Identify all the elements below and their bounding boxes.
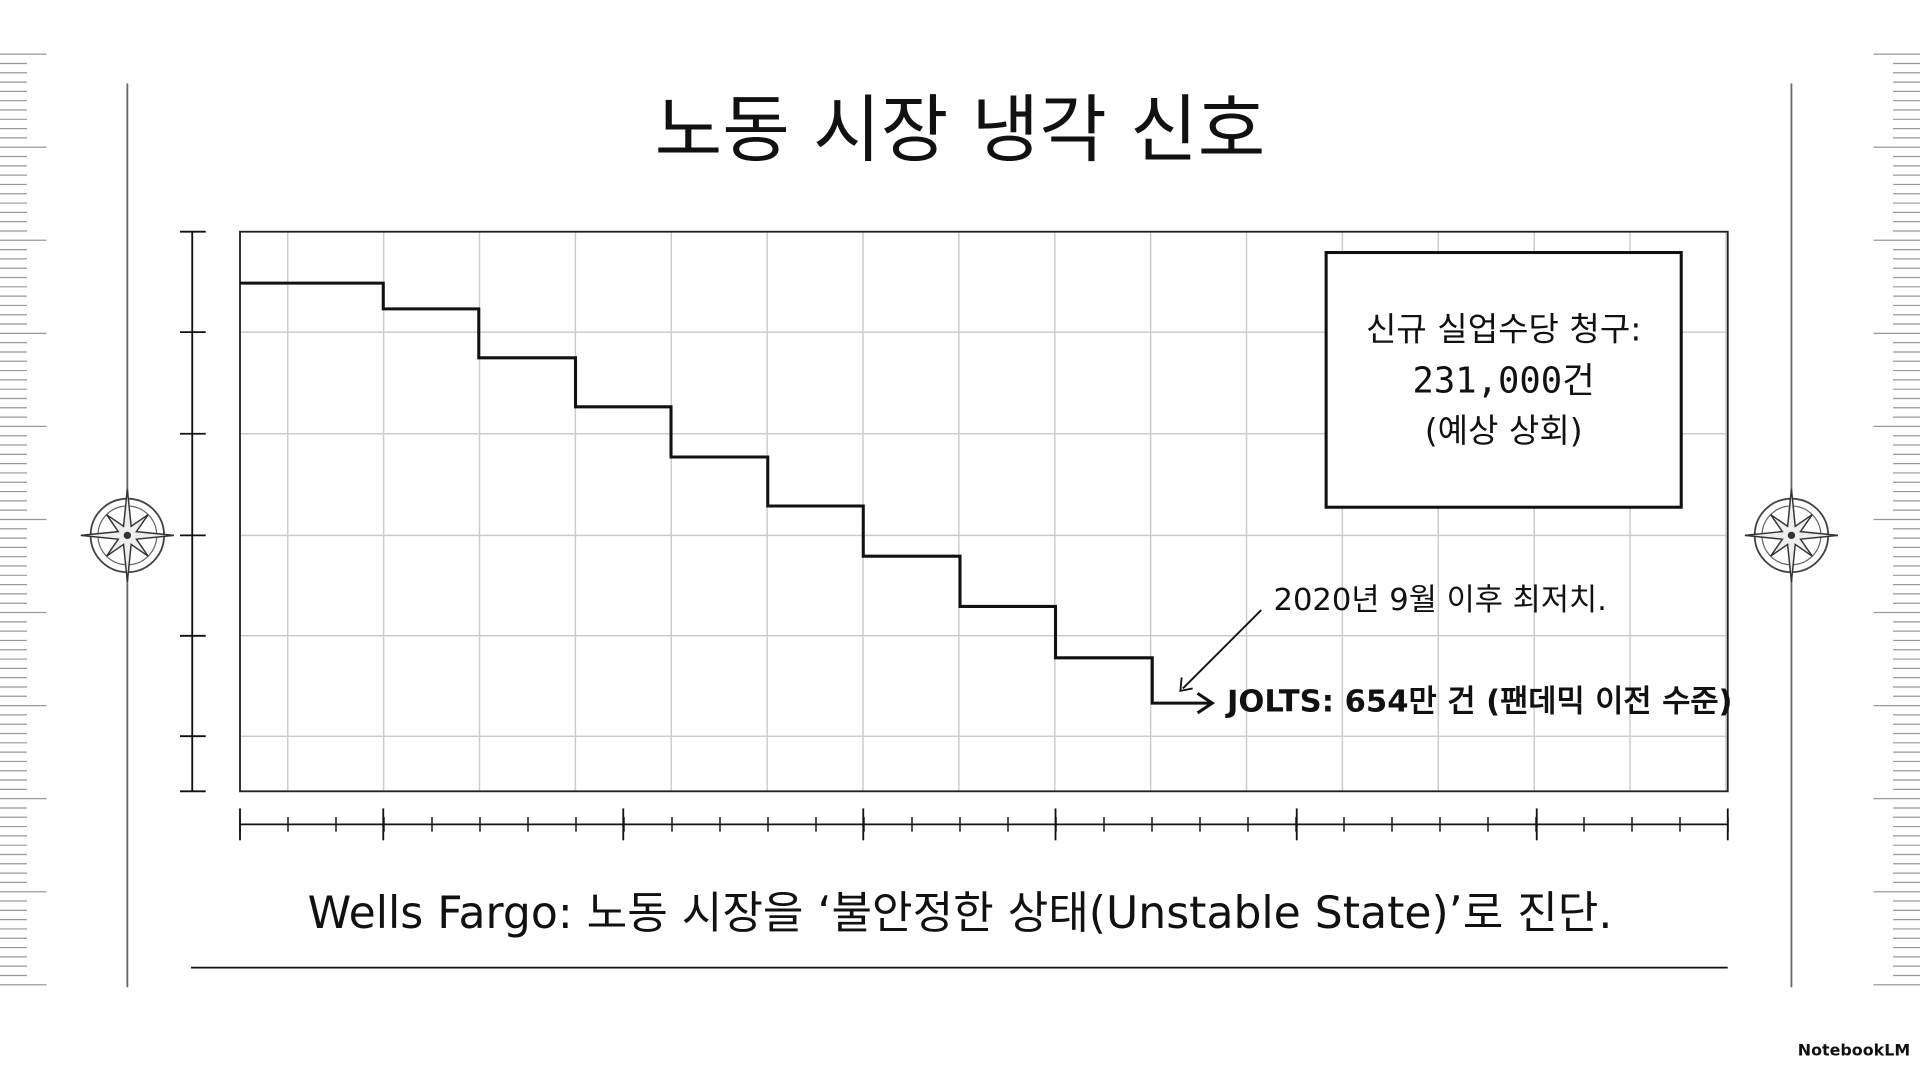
caption: Wells Fargo: 노동 시장을 ‘불안정한 상태(Unstable St… [308, 888, 1613, 939]
box-text: 신규 실업수당 청구: [1366, 309, 1641, 348]
info-box [1324, 251, 1683, 509]
box-text: (예상 상회) [1425, 411, 1583, 450]
plot-frame [239, 230, 1729, 793]
decoration [0, 53, 1920, 988]
step-line [240, 281, 1210, 705]
pointer-head [1179, 677, 1193, 693]
compass-center [1787, 531, 1796, 540]
annotation-note: 2020년 9월 이후 최저치. [1273, 583, 1606, 618]
arrow-head [1196, 692, 1216, 715]
compass-center [123, 531, 132, 540]
annotation-label: JOLTS: 654만 건 (팬데믹 이전 수준) [1225, 685, 1733, 720]
pointer-line [1182, 609, 1262, 690]
watermark: NotebookLM [1798, 1040, 1910, 1059]
box-value: 231,000건 [1413, 360, 1595, 401]
title: 노동 시장 냉각 신호 [655, 88, 1266, 173]
